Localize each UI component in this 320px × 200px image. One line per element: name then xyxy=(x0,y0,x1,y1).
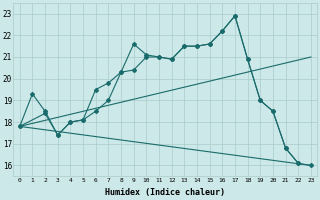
X-axis label: Humidex (Indice chaleur): Humidex (Indice chaleur) xyxy=(105,188,225,197)
